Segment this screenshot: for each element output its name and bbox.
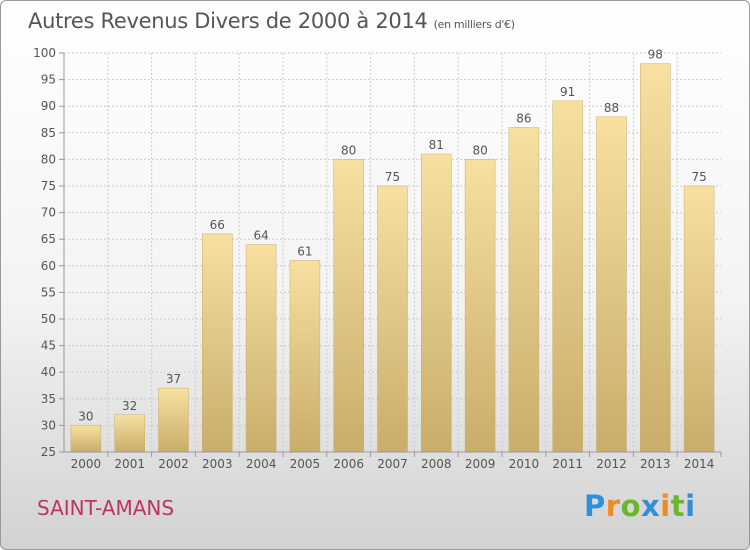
value-label-2013: 98 [648,48,663,62]
proxiti-logo[interactable]: Proxiti [584,489,696,523]
bar-2009[interactable] [464,159,496,453]
x-tick-label-2002: 2002 [158,457,189,471]
x-tick-label-2000: 2000 [71,457,102,471]
value-label-2001: 32 [122,399,137,413]
bar-2011[interactable] [552,100,583,453]
x-tick-label-2010: 2010 [509,457,540,471]
bar-2004[interactable] [245,244,277,453]
value-label-2012: 88 [604,101,619,115]
x-tick-label-2014: 2014 [684,457,715,471]
y-tick-label: 100 [33,46,56,60]
x-tick-label-2004: 2004 [246,457,277,471]
value-label-2014: 75 [691,170,706,184]
x-tick-label-2008: 2008 [421,457,452,471]
bar-2013[interactable] [640,63,671,453]
x-tick-label-2009: 2009 [465,457,496,471]
bar-2010[interactable] [508,127,540,453]
value-label-2005: 61 [297,244,312,258]
y-tick-label: 50 [41,312,56,326]
bar-2007[interactable] [377,185,408,453]
value-label-2002: 37 [166,372,181,386]
x-tick-label-2012: 2012 [596,457,627,471]
bar-2000[interactable] [70,425,102,453]
value-label-2011: 91 [560,85,575,99]
value-label-2006: 80 [341,143,356,157]
y-tick-label: 40 [41,365,56,379]
y-tick-label: 35 [41,392,56,406]
value-label-2009: 80 [472,143,487,157]
bar-2002[interactable] [158,387,189,453]
commune-name: SAINT-AMANS [37,496,175,520]
axes: 25 30 35 40 45 50 55 60 65 70 75 80 85 90 95 100 2000 200… [33,46,722,471]
bars: 30 32 37 66 64 61 80 75 81 80 86 91 88 98 75 [70,48,715,453]
y-tick-label: 85 [41,126,56,140]
y-tick-label: 45 [41,339,56,353]
bar-2001[interactable] [114,414,145,453]
logo-letter: i [660,489,671,523]
x-tick-label-2001: 2001 [114,457,145,471]
bar-2005[interactable] [289,260,321,453]
value-label-2004: 64 [253,229,268,243]
y-tick-label: 65 [41,232,56,246]
y-tick-label: 90 [41,99,56,113]
chart-title-text: Autres Revenus Divers de 2000 à 2014 [28,9,428,33]
logo-letter: r [605,489,621,523]
y-tick-label: 95 [41,73,56,87]
bar-2008[interactable] [421,153,452,453]
y-tick-label: 60 [41,259,56,273]
y-tick-label: 55 [41,285,56,299]
logo-letter: o [620,489,642,523]
chart-unit: (en milliers d'€) [433,18,515,31]
logo-letter: i [685,489,696,523]
bar-2014[interactable] [683,185,715,453]
y-tick-label: 80 [41,152,56,166]
logo-letter: P [584,489,606,523]
chart-title: Autres Revenus Divers de 2000 à 2014 (en … [28,9,515,33]
value-label-2010: 86 [516,111,531,125]
logo-letter: x [641,489,661,523]
x-tick-label-2003: 2003 [202,457,233,471]
value-label-2003: 66 [210,218,225,232]
x-tick-label-2013: 2013 [640,457,671,471]
x-tick-label-2007: 2007 [377,457,408,471]
x-tick-label-2011: 2011 [552,457,583,471]
bar-2012[interactable] [596,116,627,453]
value-label-2008: 81 [429,138,444,152]
logo-letter: t [670,489,686,523]
x-tick-label-2005: 2005 [290,457,321,471]
y-tick-label: 30 [41,418,56,432]
value-label-2000: 30 [78,409,93,423]
y-tick-label: 70 [41,206,56,220]
y-tick-label: 25 [41,445,56,459]
bar-2003[interactable] [202,233,233,453]
x-tick-label-2006: 2006 [333,457,364,471]
value-label-2007: 75 [385,170,400,184]
bar-2006[interactable] [333,159,364,453]
y-tick-label: 75 [41,179,56,193]
